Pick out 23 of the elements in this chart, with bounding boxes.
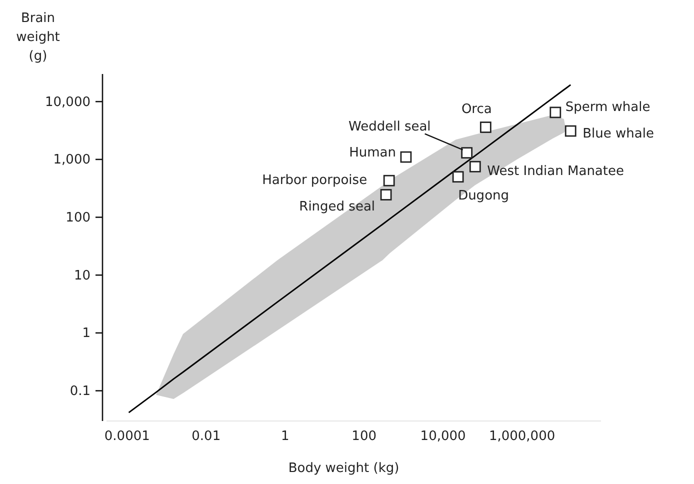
y-tick-label: 1,000 (53, 152, 90, 168)
annotation: West Indian Manatee (487, 164, 624, 180)
annotation: Orca (461, 102, 492, 117)
y-tick-label: 10 (74, 268, 90, 284)
x-tick-label: 0.01 (192, 429, 221, 444)
annotation: Human (349, 146, 396, 161)
x-tick-label: 1,000,000 (488, 429, 556, 444)
annotation: Ringed seal (299, 199, 376, 214)
x-axis-title: Body weight (kg) (288, 461, 400, 476)
annotation: Harbor porpoise (262, 173, 368, 188)
y-tick-label: 1 (82, 326, 90, 342)
annotation: Weddell seal (348, 119, 431, 134)
x-tick-label: 1 (280, 429, 290, 444)
x-tick-label: 10,000 (420, 429, 466, 444)
x-tick-label: 100 (352, 429, 376, 444)
y-axis-title: Brain weight (g) (16, 11, 60, 64)
x-tick-label: 0.0001 (104, 429, 150, 444)
y-tick-label: 0.1 (70, 384, 90, 399)
annotation: Dugong (458, 188, 510, 204)
annotation: Sperm whale (565, 100, 650, 115)
annotation: Blue whale (582, 126, 654, 142)
y-tick-label: 100 (66, 210, 90, 226)
y-tick-label: 10,000 (45, 94, 90, 110)
